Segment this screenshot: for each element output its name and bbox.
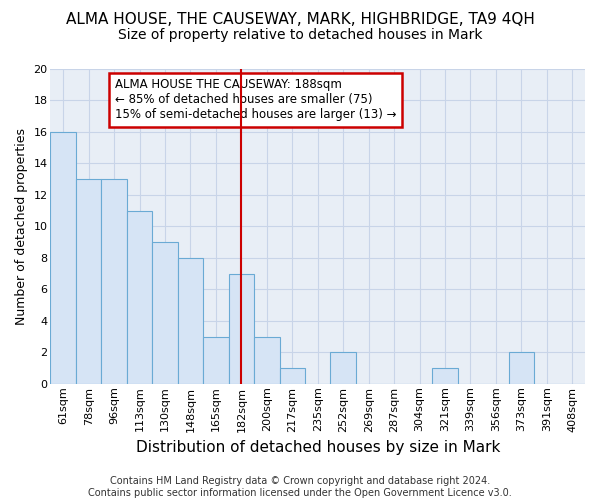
Bar xyxy=(203,336,229,384)
Bar xyxy=(178,258,203,384)
Bar xyxy=(101,179,127,384)
Bar xyxy=(254,336,280,384)
Bar xyxy=(152,242,178,384)
Y-axis label: Number of detached properties: Number of detached properties xyxy=(15,128,28,325)
Text: Contains HM Land Registry data © Crown copyright and database right 2024.
Contai: Contains HM Land Registry data © Crown c… xyxy=(88,476,512,498)
Bar xyxy=(509,352,534,384)
Text: ALMA HOUSE THE CAUSEWAY: 188sqm
← 85% of detached houses are smaller (75)
15% of: ALMA HOUSE THE CAUSEWAY: 188sqm ← 85% of… xyxy=(115,78,396,122)
Bar xyxy=(331,352,356,384)
Bar xyxy=(432,368,458,384)
Bar xyxy=(76,179,101,384)
Text: Size of property relative to detached houses in Mark: Size of property relative to detached ho… xyxy=(118,28,482,42)
X-axis label: Distribution of detached houses by size in Mark: Distribution of detached houses by size … xyxy=(136,440,500,455)
Bar xyxy=(127,210,152,384)
Bar xyxy=(229,274,254,384)
Text: ALMA HOUSE, THE CAUSEWAY, MARK, HIGHBRIDGE, TA9 4QH: ALMA HOUSE, THE CAUSEWAY, MARK, HIGHBRID… xyxy=(65,12,535,28)
Bar xyxy=(280,368,305,384)
Bar xyxy=(50,132,76,384)
